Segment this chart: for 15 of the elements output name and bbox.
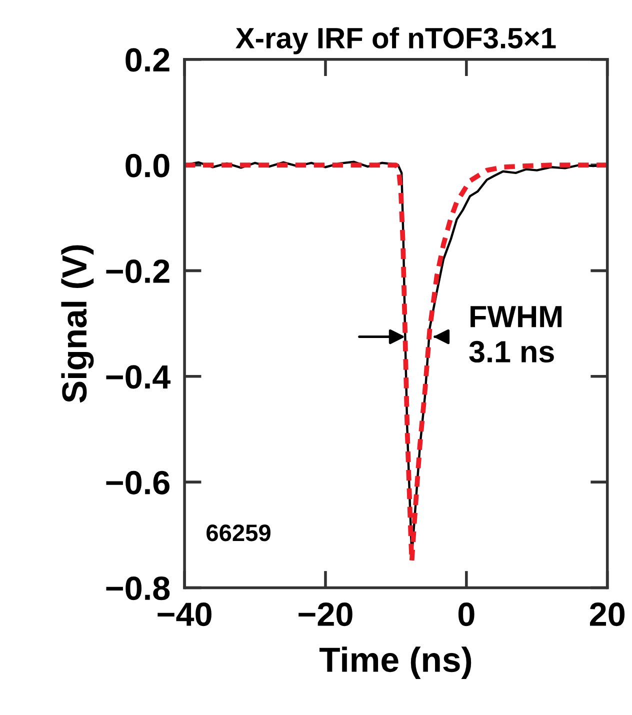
x-tick-label: −40 <box>158 602 212 626</box>
y-tick-label: −0.6 <box>106 470 170 494</box>
y-tick-label: 0.0 <box>126 154 170 178</box>
y-tick-label: −0.2 <box>106 260 170 284</box>
y-tick-label: −0.4 <box>106 365 170 389</box>
chart-title: X-ray IRF of nTOF3.5×1 <box>236 27 556 54</box>
y-tick-label: 0.2 <box>126 48 170 72</box>
y-axis-title: Signal (V) <box>61 245 94 403</box>
x-tick-label: 0 <box>458 602 474 626</box>
x-tick-label: 20 <box>590 602 625 626</box>
x-axis-title: Time (ns) <box>319 646 472 679</box>
x-tick-label: −20 <box>298 602 352 626</box>
y-tick-label: −0.8 <box>106 576 170 600</box>
annotation: FWHM 3.1 ns <box>469 306 562 363</box>
annotation: 66259 <box>206 524 270 542</box>
